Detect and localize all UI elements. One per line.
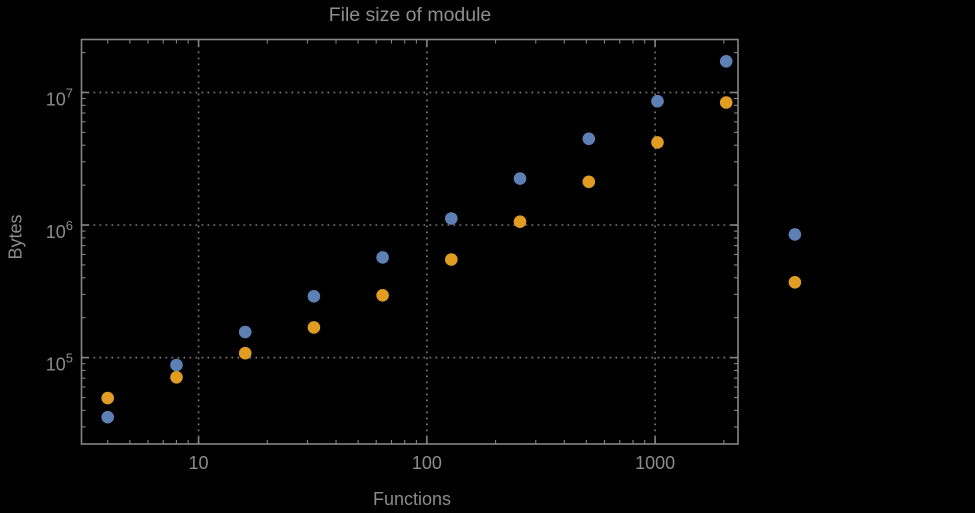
data-point-series-blue-4 <box>101 410 114 424</box>
data-point-series-orange-4096 <box>788 276 802 289</box>
data-point-series-blue-1024 <box>651 94 664 108</box>
data-point-series-orange-256 <box>513 215 527 228</box>
data-point-series-orange-2048 <box>719 96 733 109</box>
data-point-series-blue-512 <box>582 132 596 146</box>
data-point-series-blue-4096 <box>788 228 802 241</box>
data-point-series-orange-128 <box>445 253 458 266</box>
axis-ticks <box>81 39 738 444</box>
plot-frame <box>80 38 739 445</box>
data-point-series-blue-128 <box>445 212 458 225</box>
data-point-series-orange-1024 <box>651 136 664 149</box>
y-axis-label: Bytes <box>5 214 26 260</box>
series-orange <box>101 96 802 405</box>
data-point-series-blue-8 <box>170 358 183 372</box>
tick-labels: 10 100 1000 105 106 107 <box>46 85 675 473</box>
gridlines <box>81 39 738 444</box>
data-point-series-blue-256 <box>513 172 527 185</box>
chart-title: File size of module <box>328 4 492 26</box>
x-tick-label: 1000 <box>635 453 675 473</box>
data-point-series-orange-64 <box>376 289 389 302</box>
data-point-series-orange-512 <box>582 175 596 189</box>
data-point-series-blue-64 <box>376 251 389 264</box>
data-point-series-blue-2048 <box>719 55 733 68</box>
x-axis-label: Functions <box>372 489 452 509</box>
data-point-series-orange-16 <box>238 346 252 360</box>
x-tick-label: 100 <box>412 453 442 473</box>
x-tick-label: 10 <box>189 453 209 473</box>
data-point-series-blue-32 <box>307 290 321 303</box>
data-point-series-blue-16 <box>238 325 252 339</box>
data-point-series-orange-4 <box>101 391 114 405</box>
series-blue <box>101 55 802 424</box>
y-tick-label: 105 <box>46 351 73 375</box>
data-point-series-orange-8 <box>170 371 183 384</box>
y-tick-label: 107 <box>46 85 73 109</box>
data-point-series-orange-32 <box>307 321 321 334</box>
y-tick-label: 106 <box>46 218 73 242</box>
